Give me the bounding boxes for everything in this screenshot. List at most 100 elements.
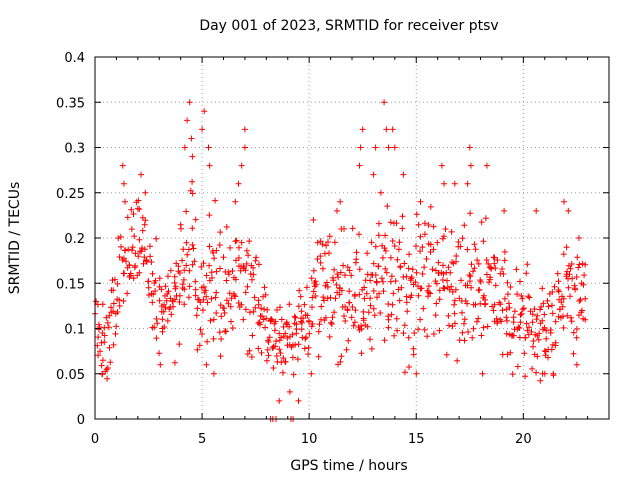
- data-point: [350, 322, 357, 329]
- data-point: [552, 342, 559, 349]
- data-point: [425, 289, 432, 296]
- data-point: [227, 244, 234, 251]
- data-point: [383, 269, 390, 276]
- data-point: [466, 144, 473, 151]
- data-point: [541, 347, 548, 354]
- data-point: [514, 363, 521, 370]
- data-point: [293, 326, 300, 333]
- data-point: [567, 293, 573, 300]
- data-point: [381, 99, 388, 106]
- data-point: [448, 283, 455, 290]
- data-point: [541, 370, 548, 377]
- data-point: [433, 300, 440, 307]
- data-point: [568, 314, 574, 321]
- data-point: [490, 307, 497, 314]
- data-point: [441, 180, 448, 187]
- data-point: [516, 334, 523, 341]
- data-point: [549, 302, 555, 309]
- data-point: [180, 276, 187, 283]
- data-point: [482, 300, 489, 307]
- data-point: [413, 269, 420, 276]
- data-point: [503, 306, 510, 313]
- data-point: [325, 239, 331, 245]
- data-point: [421, 220, 428, 227]
- data-point: [232, 238, 239, 245]
- data-point: [530, 343, 536, 350]
- data-point: [106, 344, 113, 351]
- data-point: [314, 256, 321, 262]
- data-point: [158, 286, 165, 293]
- data-point: [388, 311, 395, 318]
- data-point: [217, 353, 224, 360]
- data-point: [171, 296, 178, 303]
- data-point: [464, 300, 471, 307]
- data-point: [164, 317, 171, 324]
- data-point: [340, 262, 347, 269]
- data-point: [550, 370, 557, 377]
- data-point: [560, 251, 567, 258]
- data-point: [223, 328, 229, 335]
- data-point: [524, 327, 531, 334]
- data-point: [261, 306, 268, 313]
- data-point: [444, 277, 450, 284]
- data-point: [541, 324, 548, 331]
- data-point: [111, 276, 118, 283]
- data-point: [406, 251, 413, 258]
- data-point: [106, 312, 113, 319]
- data-point: [189, 261, 196, 268]
- data-point: [492, 282, 499, 289]
- data-point: [136, 206, 143, 213]
- data-point: [119, 257, 126, 263]
- data-point: [256, 261, 262, 268]
- data-point: [298, 326, 305, 333]
- data-point: [519, 306, 526, 313]
- data-point: [160, 308, 167, 315]
- data-point: [326, 333, 333, 340]
- data-point: [122, 198, 128, 205]
- data-point: [101, 324, 108, 331]
- data-point: [501, 295, 508, 302]
- data-point: [373, 279, 380, 286]
- data-point: [326, 233, 333, 240]
- data-point: [566, 271, 573, 278]
- data-point: [402, 369, 408, 376]
- data-point: [171, 273, 178, 280]
- data-point: [317, 259, 324, 266]
- data-point: [464, 180, 471, 187]
- data-point: [299, 319, 305, 326]
- data-point: [367, 277, 374, 284]
- data-point: [371, 312, 378, 319]
- data-point: [298, 308, 305, 315]
- data-point: [216, 329, 223, 336]
- data-point: [110, 287, 117, 294]
- data-point: [113, 323, 120, 330]
- data-point: [197, 299, 204, 306]
- data-point: [116, 302, 123, 309]
- data-point: [413, 243, 419, 250]
- data-point: [309, 294, 316, 301]
- data-point: [405, 334, 412, 341]
- x-axis-label: GPS time / hours: [290, 458, 407, 474]
- data-point: [511, 308, 518, 315]
- data-point: [162, 283, 169, 290]
- data-point: [425, 283, 432, 290]
- data-point: [276, 397, 283, 404]
- data-point: [363, 290, 370, 297]
- data-point: [110, 341, 117, 348]
- data-point: [333, 281, 340, 288]
- data-point: [455, 239, 462, 245]
- data-point: [367, 336, 373, 343]
- data-point: [198, 263, 205, 270]
- data-point: [484, 323, 491, 330]
- x-tick-label: 0: [91, 432, 99, 447]
- data-point: [376, 290, 382, 297]
- data-point: [472, 301, 479, 308]
- data-point: [411, 330, 418, 336]
- data-point: [370, 288, 377, 294]
- data-point: [305, 317, 312, 324]
- data-point: [541, 311, 548, 318]
- data-point: [377, 310, 384, 316]
- data-point: [563, 244, 570, 251]
- data-point: [208, 269, 215, 276]
- data-point: [338, 287, 345, 294]
